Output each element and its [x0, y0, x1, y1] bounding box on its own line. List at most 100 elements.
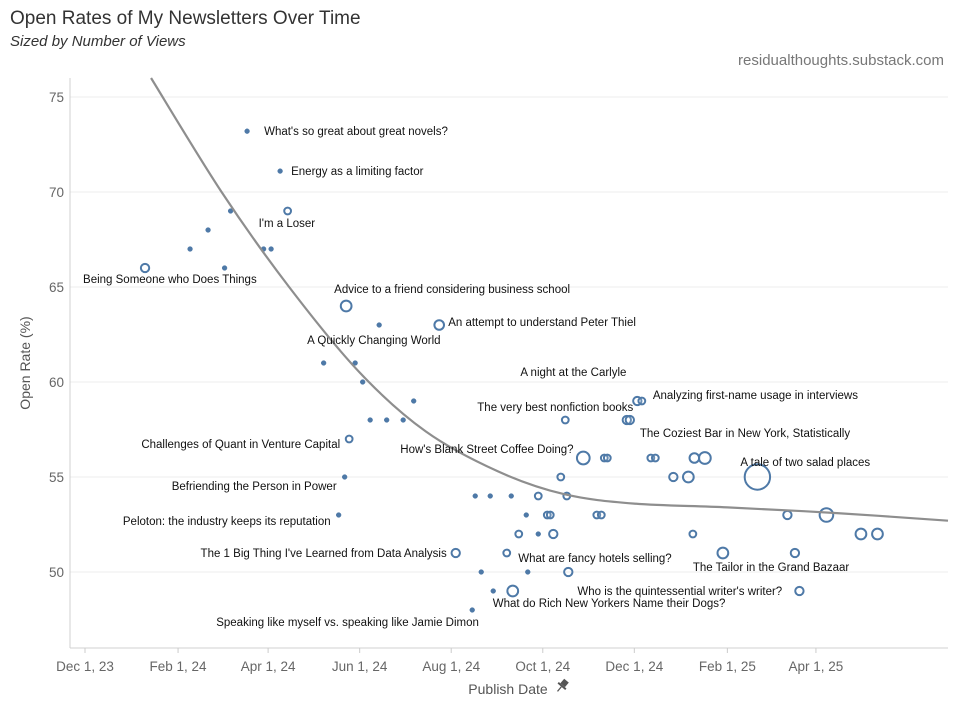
data-point[interactable] [376, 322, 382, 328]
data-point[interactable] [344, 434, 354, 444]
chart-title: Open Rates of My Newsletters Over Time [10, 8, 361, 29]
data-point[interactable] [433, 319, 446, 331]
data-point[interactable] [533, 491, 543, 501]
data-point[interactable] [490, 588, 496, 594]
data-point[interactable] [650, 453, 660, 463]
data-point[interactable] [244, 128, 250, 134]
data-point[interactable] [560, 415, 570, 425]
data-point[interactable] [525, 569, 531, 575]
data-point[interactable] [367, 417, 373, 423]
data-point[interactable] [854, 527, 868, 541]
point-label: An attempt to understand Peter Thiel [448, 317, 636, 329]
data-point[interactable] [508, 493, 514, 499]
x-tick-label: Dec 1, 23 [56, 659, 114, 674]
data-point[interactable] [556, 472, 566, 482]
y-tick-label: 70 [49, 185, 64, 200]
point-label: Peloton: the industry keeps its reputati… [123, 516, 331, 528]
point-label: The Tailor in the Grand Bazaar [693, 562, 850, 574]
data-point[interactable] [384, 417, 390, 423]
data-points [139, 128, 884, 613]
chart-subtitle: Sized by Number of Views [10, 33, 186, 50]
data-point[interactable] [523, 512, 529, 518]
x-tick-label: Aug 1, 24 [422, 659, 480, 674]
point-label: A night at the Carlyle [520, 367, 626, 379]
source-link[interactable]: residualthoughts.substack.com [738, 52, 944, 69]
point-label: Who is the quintessential writer's write… [577, 586, 782, 598]
data-point[interactable] [320, 360, 327, 366]
data-point[interactable] [548, 528, 559, 540]
data-point[interactable] [818, 507, 835, 523]
data-point[interactable] [342, 474, 348, 480]
data-point[interactable] [268, 246, 274, 252]
point-label: I'm a Loser [259, 218, 316, 230]
y-tick-label: 60 [49, 375, 64, 390]
x-axis-label[interactable]: Publish Date [468, 681, 548, 697]
data-point[interactable] [794, 585, 805, 597]
data-point[interactable] [624, 414, 635, 426]
data-point[interactable] [743, 463, 772, 491]
y-tick-label: 75 [49, 90, 64, 105]
data-point[interactable] [502, 548, 512, 558]
x-tick-label: Dec 1, 24 [605, 659, 663, 674]
point-label: What are fancy hotels selling? [518, 553, 671, 565]
point-label: Speaking like myself vs. speaking like J… [216, 617, 479, 629]
data-point[interactable] [637, 396, 647, 406]
pin-icon[interactable] [554, 677, 571, 694]
point-label: The 1 Big Thing I've Learned from Data A… [201, 548, 447, 560]
data-point[interactable] [545, 510, 555, 520]
x-tick-labels: Dec 1, 23 Feb 1, 24 Apr 1, 24 Jun 1, 24 Aug … [56, 648, 843, 674]
y-axis-label: Open Rate (%) [17, 316, 33, 409]
data-point[interactable] [277, 168, 283, 174]
point-label: What do Rich New Yorkers Name their Dogs… [493, 598, 726, 610]
x-tick-label: Feb 1, 25 [699, 659, 756, 674]
data-point[interactable] [563, 566, 574, 578]
data-point[interactable] [697, 451, 712, 465]
data-point[interactable] [339, 299, 353, 313]
x-tick-label: Oct 1, 24 [515, 659, 570, 674]
data-point[interactable] [782, 509, 793, 521]
data-point[interactable] [450, 547, 461, 559]
point-label: A Quickly Changing World [307, 335, 440, 347]
data-point[interactable] [221, 265, 228, 271]
data-point[interactable] [469, 607, 475, 613]
data-point[interactable] [472, 493, 478, 499]
data-point[interactable] [789, 547, 801, 559]
point-label: Befriending the Person in Power [172, 481, 337, 493]
y-tick-label: 65 [49, 280, 64, 295]
data-point[interactable] [871, 527, 884, 541]
x-tick-label: Apr 1, 25 [789, 659, 844, 674]
data-point[interactable] [535, 531, 541, 537]
data-point[interactable] [602, 453, 612, 463]
x-tick-label: Jun 1, 24 [332, 659, 388, 674]
data-point[interactable] [681, 470, 695, 484]
data-point[interactable] [575, 450, 591, 466]
point-label: Challenges of Quant in Venture Capital [141, 439, 340, 451]
data-point[interactable] [360, 379, 366, 385]
point-label: Energy as a limiting factor [291, 166, 423, 178]
data-point[interactable] [336, 512, 342, 518]
point-label: What's so great about great novels? [264, 126, 448, 138]
data-point[interactable] [487, 493, 493, 499]
data-point[interactable] [187, 246, 193, 252]
data-point[interactable] [352, 360, 358, 366]
y-tick-label: 50 [49, 565, 64, 580]
point-labels: Being Someone who Does Things What's so g… [83, 126, 870, 629]
data-point[interactable] [514, 529, 524, 539]
data-point[interactable] [400, 417, 406, 423]
y-tick-labels: 50 55 60 65 70 75 [49, 90, 64, 580]
data-point[interactable] [478, 569, 484, 575]
data-point[interactable] [668, 471, 679, 483]
data-point[interactable] [205, 227, 211, 233]
data-point[interactable] [506, 584, 520, 598]
gridlines [70, 96, 948, 573]
x-tick-label: Feb 1, 24 [150, 659, 208, 674]
data-point[interactable] [716, 546, 730, 560]
data-point[interactable] [688, 529, 698, 539]
data-point[interactable] [283, 206, 293, 216]
point-label: A tale of two salad places [740, 457, 870, 469]
data-point[interactable] [139, 262, 151, 274]
data-point[interactable] [411, 398, 417, 404]
data-point[interactable] [596, 510, 606, 520]
data-point[interactable] [688, 452, 701, 464]
